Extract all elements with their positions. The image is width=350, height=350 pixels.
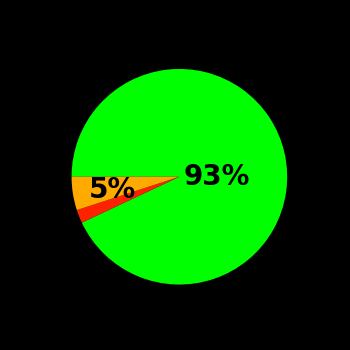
Wedge shape: [71, 177, 179, 210]
Text: 93%: 93%: [184, 163, 250, 191]
Text: 5%: 5%: [89, 176, 136, 204]
Wedge shape: [71, 69, 287, 285]
Wedge shape: [77, 177, 179, 223]
